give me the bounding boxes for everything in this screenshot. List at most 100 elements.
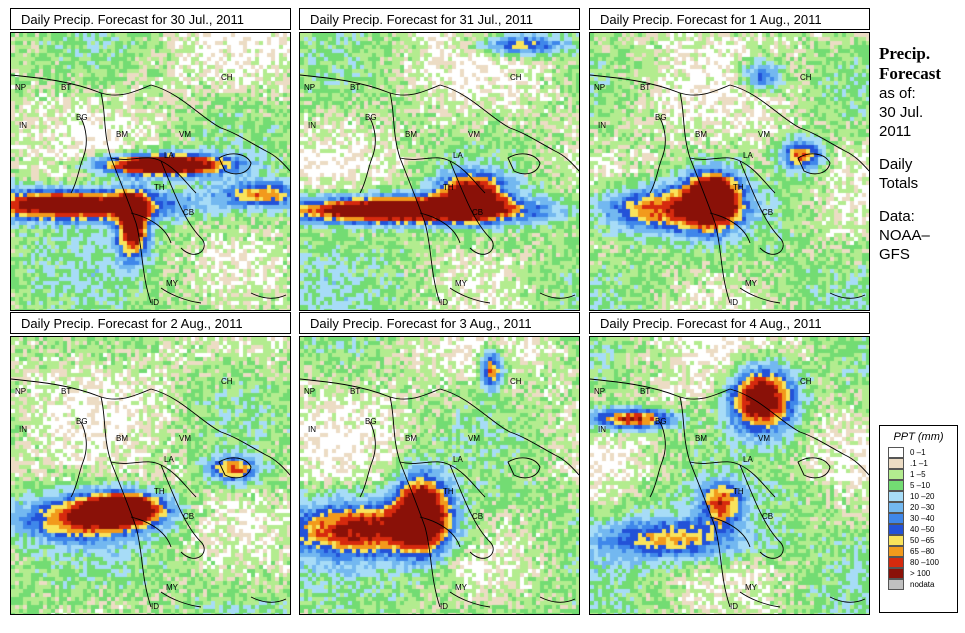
country-label: NP [15,83,27,92]
boundary-path [11,378,152,400]
country-label: CB [183,208,195,217]
country-label: VM [468,434,480,443]
precip-map: NP BT BG IN BM CH VM LA TH CB MY ID [10,32,291,311]
boundary-path [439,84,579,172]
panel-title: Daily Precip. Forecast for 4 Aug., 2011 [589,312,870,334]
country-label: TH [154,487,165,496]
legend-item: 65 –80 [888,546,957,557]
legend-label: 80 –100 [910,558,939,567]
boundary-path [679,92,731,304]
forecast-panel-5: Daily Precip. Forecast for 3 Aug., 2011 … [299,312,580,615]
country-label: TH [733,487,744,496]
boundary-path [449,591,491,608]
legend-item: 50 –65 [888,535,957,546]
forecast-panel-1: Daily Precip. Forecast for 30 Jul., 2011… [10,8,291,311]
country-label: ID [440,602,448,611]
country-label: CB [762,512,774,521]
boundary-path [130,212,172,244]
legend-swatch [888,513,904,524]
boundary-path [739,464,784,559]
country-label: MY [745,279,757,288]
country-label: CB [762,208,774,217]
country-label: BM [116,434,128,443]
legend-label: 30 –40 [910,514,935,523]
country-label: NP [304,387,316,396]
country-label: MY [455,583,467,592]
precip-field [590,33,869,310]
legend-title: PPT (mm) [893,431,944,443]
sidebar-heading-line2: Forecast [879,64,941,83]
boundary-path [11,74,152,96]
legend-swatch [888,502,904,513]
precip-field [300,33,579,310]
country-label: CB [472,208,484,217]
country-label: VM [179,434,191,443]
boundary-path [590,378,731,400]
country-label: TH [443,183,454,192]
boundary-path [250,596,287,603]
legend-swatch [888,546,904,557]
asof-year: 2011 [879,123,912,140]
boundary-path [829,292,866,299]
legend-item: 20 –30 [888,502,957,513]
boundary-path [70,117,87,194]
legend-item: 30 –40 [888,513,957,524]
country-label: BM [695,434,707,443]
legend-label: > 100 [910,569,931,578]
legend-swatch [888,480,904,491]
country-label: NP [594,387,606,396]
boundary-lines [300,74,579,304]
country-label: MY [166,279,178,288]
country-label: IN [19,121,27,130]
legend-item: 80 –100 [888,557,957,568]
country-label: BT [61,83,72,92]
legend-label: 50 –65 [910,536,935,545]
country-label: TH [733,183,744,192]
legend-label: 5 –10 [910,481,931,490]
country-label: MY [455,279,467,288]
country-label: TH [443,487,454,496]
legend-swatch [888,458,904,469]
boundary-path [539,596,576,603]
country-label: BM [116,130,128,139]
panel-title: Daily Precip. Forecast for 2 Aug., 2011 [10,312,291,334]
country-label: ID [730,602,738,611]
boundary-path [160,591,202,608]
legend-label: 10 –20 [910,492,935,501]
legend-swatch [888,557,904,568]
country-label: CH [221,73,233,82]
country-label: IN [19,425,27,434]
sidebar-info: Precip. Forecast as of: 30 Jul. 2011 Dai… [879,44,965,264]
boundary-path [389,92,441,304]
country-label: LA [453,455,463,464]
country-label: BG [76,417,88,426]
data-source-line1: NOAA– [879,227,930,244]
country-label: MY [166,583,178,592]
forecast-panel-2: Daily Precip. Forecast for 31 Jul., 2011… [299,8,580,311]
country-label: LA [743,455,753,464]
legend-swatch [888,524,904,535]
asof-label: as of: [879,85,916,102]
legend-swatch [888,579,904,590]
legend-label: 65 –80 [910,547,935,556]
country-label: VM [758,130,770,139]
country-label: LA [453,151,463,160]
asof-date: 30 Jul. [879,104,924,121]
boundary-path [130,516,172,548]
country-label: IN [598,121,606,130]
boundary-path [449,464,494,559]
legend-label: 40 –50 [910,525,935,534]
sidebar-heading-line1: Precip. [879,44,931,63]
boundary-path [359,117,376,194]
precip-map: NP BT BG IN BM CH VM LA TH CB MY ID [589,336,870,615]
panel-title: Daily Precip. Forecast for 3 Aug., 2011 [299,312,580,334]
boundary-path [797,457,831,479]
precip-field [11,33,290,310]
boundary-path [649,421,666,498]
boundary-path [739,160,784,255]
boundary-path [507,457,541,479]
legend-item: .1 –1 [888,458,957,469]
country-label: BT [61,387,72,396]
country-label: NP [304,83,316,92]
boundary-path [729,388,869,476]
